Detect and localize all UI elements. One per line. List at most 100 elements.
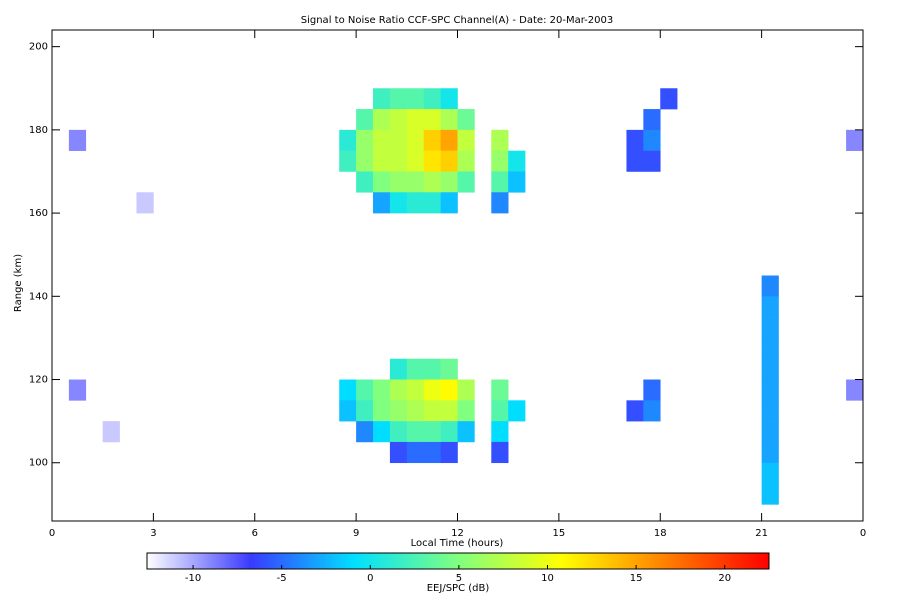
cell (761, 441, 779, 464)
x-tick-label: 9 (353, 528, 359, 539)
cell (356, 400, 374, 422)
cell (389, 358, 408, 380)
cell (626, 129, 644, 151)
cell (423, 421, 441, 443)
cell (373, 400, 391, 422)
cell (406, 88, 425, 110)
cell (406, 192, 425, 214)
cell (440, 400, 458, 422)
cell (389, 109, 408, 131)
cell (373, 192, 391, 214)
cell (761, 317, 779, 339)
cell (406, 150, 425, 172)
cell (356, 109, 374, 131)
cell (643, 150, 661, 172)
cell (440, 441, 458, 464)
colorbar-tick-label: 15 (630, 573, 643, 584)
y-tick-label: 160 (29, 208, 48, 219)
cell (643, 400, 661, 422)
cell (457, 379, 475, 401)
x-axis-label: Local Time (hours) (411, 538, 504, 549)
y-tick-label: 180 (29, 125, 48, 136)
cell (761, 379, 779, 401)
cell (406, 441, 425, 464)
chart-title: Signal to Noise Ratio CCF-SPC Channel(A)… (301, 15, 613, 26)
cell (423, 171, 441, 193)
x-tick-label: 6 (252, 528, 258, 539)
cell (457, 421, 475, 443)
cell (440, 150, 458, 172)
colorbar-tick-label: 5 (456, 573, 462, 584)
cell (423, 88, 441, 110)
y-tick-label: 200 (29, 42, 48, 53)
cell (339, 129, 357, 151)
cell (626, 400, 644, 422)
cell (423, 109, 441, 131)
cell (457, 129, 475, 151)
cell (761, 275, 779, 297)
cell (102, 421, 120, 443)
x-tick-label: 21 (755, 528, 768, 539)
cell (423, 441, 441, 464)
y-tick-label: 100 (29, 458, 48, 469)
colorbar-tick-label: 0 (367, 573, 373, 584)
cell (389, 400, 408, 422)
cell (846, 379, 864, 401)
y-axis-label: Range (km) (13, 254, 24, 312)
cell (373, 150, 391, 172)
cell (761, 337, 779, 360)
cell (389, 88, 408, 110)
cell (440, 192, 458, 214)
cell (373, 88, 391, 110)
cell (389, 421, 408, 443)
y-tick-label: 140 (29, 291, 48, 302)
colorbar-tick-label: -5 (277, 573, 287, 584)
y-tick-label: 120 (29, 375, 48, 386)
cell (491, 171, 509, 193)
cell (491, 400, 509, 422)
cell (68, 129, 87, 151)
cell (440, 379, 458, 401)
cell (373, 171, 391, 193)
cell (389, 441, 408, 464)
cell (846, 129, 864, 151)
cell (761, 421, 779, 443)
cell (389, 129, 408, 151)
cell (389, 150, 408, 172)
colorbar-tick-label: 20 (718, 573, 731, 584)
cell (440, 109, 458, 131)
cell (406, 421, 425, 443)
cell (406, 358, 425, 380)
x-tick-label: 0 (49, 528, 55, 539)
x-tick-label: 12 (451, 528, 464, 539)
cell (457, 150, 475, 172)
cell (423, 150, 441, 172)
cell (389, 379, 408, 401)
cell (491, 192, 509, 214)
cell (373, 379, 391, 401)
cell (440, 88, 458, 110)
cell (136, 192, 154, 214)
cell (491, 150, 509, 172)
cell (761, 462, 779, 484)
cell (356, 379, 374, 401)
cell (423, 379, 441, 401)
cell (643, 129, 661, 151)
x-tick-label: 15 (553, 528, 566, 539)
cell (440, 358, 458, 380)
colorbar-label: EEJ/SPC (dB) (427, 583, 490, 594)
cell (508, 171, 526, 193)
x-tick-label: 3 (150, 528, 156, 539)
heatmap (68, 88, 864, 505)
cell (423, 400, 441, 422)
cell (440, 171, 458, 193)
cell (491, 441, 509, 464)
cell (389, 192, 408, 214)
cell (491, 421, 509, 443)
cell (660, 88, 678, 110)
cell (356, 129, 374, 151)
cell (491, 379, 509, 401)
cell (457, 171, 475, 193)
cell (457, 109, 475, 131)
